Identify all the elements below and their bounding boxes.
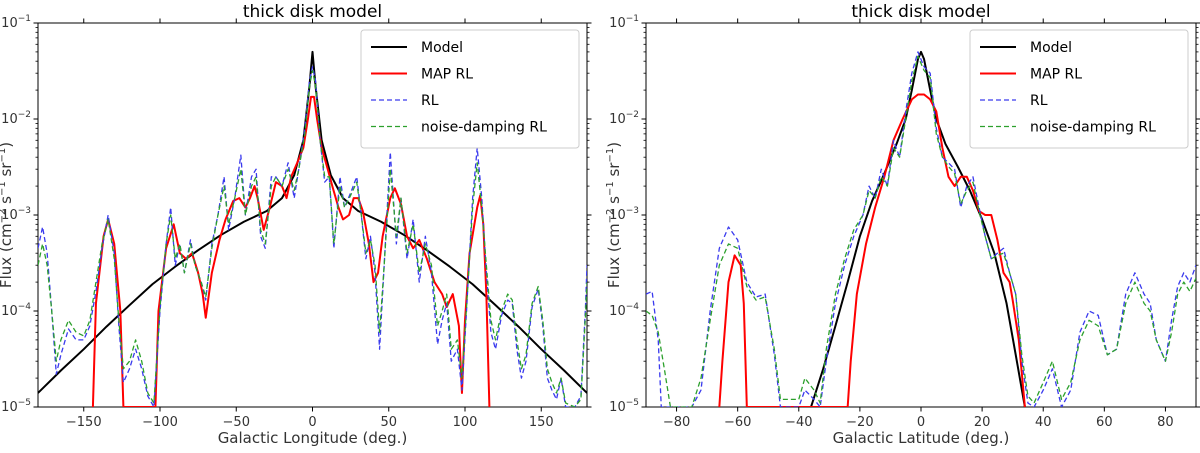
legend-label: MAP RL <box>1030 67 1082 83</box>
x-tick-label: 0 <box>917 415 925 430</box>
x-tick-label: 100 <box>453 415 478 430</box>
y-tick-exponent: −5 <box>626 398 639 408</box>
x-tick-label: 20 <box>974 415 991 430</box>
x-tick-label: −60 <box>724 415 751 430</box>
y-tick-base: 10 <box>609 208 626 223</box>
series-line-map-rl <box>91 95 491 407</box>
x-tick-label: 0 <box>308 415 316 430</box>
y-tick-label: 10−2 <box>1 110 31 127</box>
x-tick-label: 80 <box>1157 415 1174 430</box>
legend-label: RL <box>421 93 439 109</box>
y-tick-exponent: −2 <box>18 110 31 120</box>
y-axis-label-part: −1 <box>605 181 616 196</box>
y-axis-label-part: −1 <box>605 148 616 163</box>
y-tick-base: 10 <box>609 16 626 31</box>
y-tick-label: 10−2 <box>609 110 639 127</box>
x-tick-label: −40 <box>785 415 812 430</box>
x-tick-label: −150 <box>66 415 102 430</box>
chart-title: thick disk model <box>243 2 382 22</box>
y-tick-exponent: −1 <box>18 14 31 24</box>
legend-label: noise-damping RL <box>1030 120 1156 136</box>
y-axis-label-part: ) <box>605 142 623 148</box>
series-line-model <box>810 50 1026 407</box>
x-tick-label: 50 <box>380 415 397 430</box>
x-tick-label: 60 <box>1096 415 1113 430</box>
y-tick-exponent: −3 <box>18 206 31 216</box>
legend-label: RL <box>1030 93 1048 109</box>
series-line-model <box>38 50 587 394</box>
y-axis-label-part: −2 <box>605 209 616 224</box>
y-tick-label: 10−3 <box>1 206 31 223</box>
chart-panel-2: 10−510−410−310−210−1−80 −60 −40 −20 0 20 40 60 8… <box>605 2 1200 447</box>
y-axis-label-part: s <box>605 196 623 209</box>
legend-box <box>360 29 580 149</box>
y-tick-exponent: −4 <box>18 302 32 312</box>
y-tick-exponent: −5 <box>18 398 31 408</box>
y-axis-label-part: ) <box>0 142 15 148</box>
y-tick-base: 10 <box>1 208 18 223</box>
series-line-map-rl <box>718 93 1026 407</box>
y-axis-label-part: Flux (cm <box>0 223 15 288</box>
y-tick-base: 10 <box>1 16 18 31</box>
legend-box <box>969 29 1189 149</box>
y-tick-exponent: −2 <box>626 110 639 120</box>
y-tick-label: 10−1 <box>609 14 639 31</box>
y-axis-label-part: sr <box>605 162 623 182</box>
x-axis-label: Galactic Latitude (deg.) <box>833 429 1010 447</box>
series-line-noise-damping-rl <box>646 55 1196 407</box>
y-tick-exponent: −1 <box>626 14 639 24</box>
y-tick-label: 10−4 <box>609 302 639 319</box>
y-axis-label-part: Flux (cm <box>605 223 623 288</box>
legend-label: MAP RL <box>421 67 473 83</box>
y-axis-label-part: −1 <box>0 181 8 196</box>
chart-panel-1: 10−510−410−310−210−1−150 −100 −50 0 50 100 150… <box>0 2 592 447</box>
y-tick-exponent: −3 <box>626 206 639 216</box>
y-axis-label: Flux (cm−2 s−1 sr−1) <box>605 142 623 288</box>
x-axis-label: Galactic Longitude (deg.) <box>218 429 408 447</box>
x-tick-label: 150 <box>529 415 554 430</box>
y-tick-base: 10 <box>1 304 18 319</box>
y-axis-label-part: −2 <box>0 209 8 224</box>
y-axis-label-part: sr <box>0 162 15 182</box>
x-tick-label: −20 <box>846 415 873 430</box>
y-tick-base: 10 <box>1 400 18 415</box>
y-tick-label: 10−4 <box>1 302 31 319</box>
x-tick-label: −50 <box>223 415 250 430</box>
series-line-noise-damping-rl <box>38 69 587 407</box>
x-tick-label: 40 <box>1035 415 1052 430</box>
chart-title: thick disk model <box>851 2 990 22</box>
legend-label: Model <box>421 40 463 56</box>
x-tick-label: −80 <box>663 415 690 430</box>
y-tick-label: 10−5 <box>609 398 639 415</box>
y-tick-base: 10 <box>1 112 18 127</box>
y-tick-exponent: −4 <box>626 302 640 312</box>
y-tick-label: 10−5 <box>1 398 31 415</box>
legend-label: noise-damping RL <box>421 120 547 136</box>
y-tick-base: 10 <box>609 304 626 319</box>
y-tick-base: 10 <box>609 400 626 415</box>
x-tick-label: −100 <box>142 415 178 430</box>
legend-label: Model <box>1030 40 1072 56</box>
y-axis-label-part: −1 <box>0 148 8 163</box>
y-axis-label: Flux (cm−2 s−1 sr−1) <box>0 142 15 288</box>
y-tick-label: 10−3 <box>609 206 639 223</box>
y-tick-base: 10 <box>609 112 626 127</box>
y-tick-label: 10−1 <box>1 14 31 31</box>
y-axis-label-part: s <box>0 196 15 209</box>
